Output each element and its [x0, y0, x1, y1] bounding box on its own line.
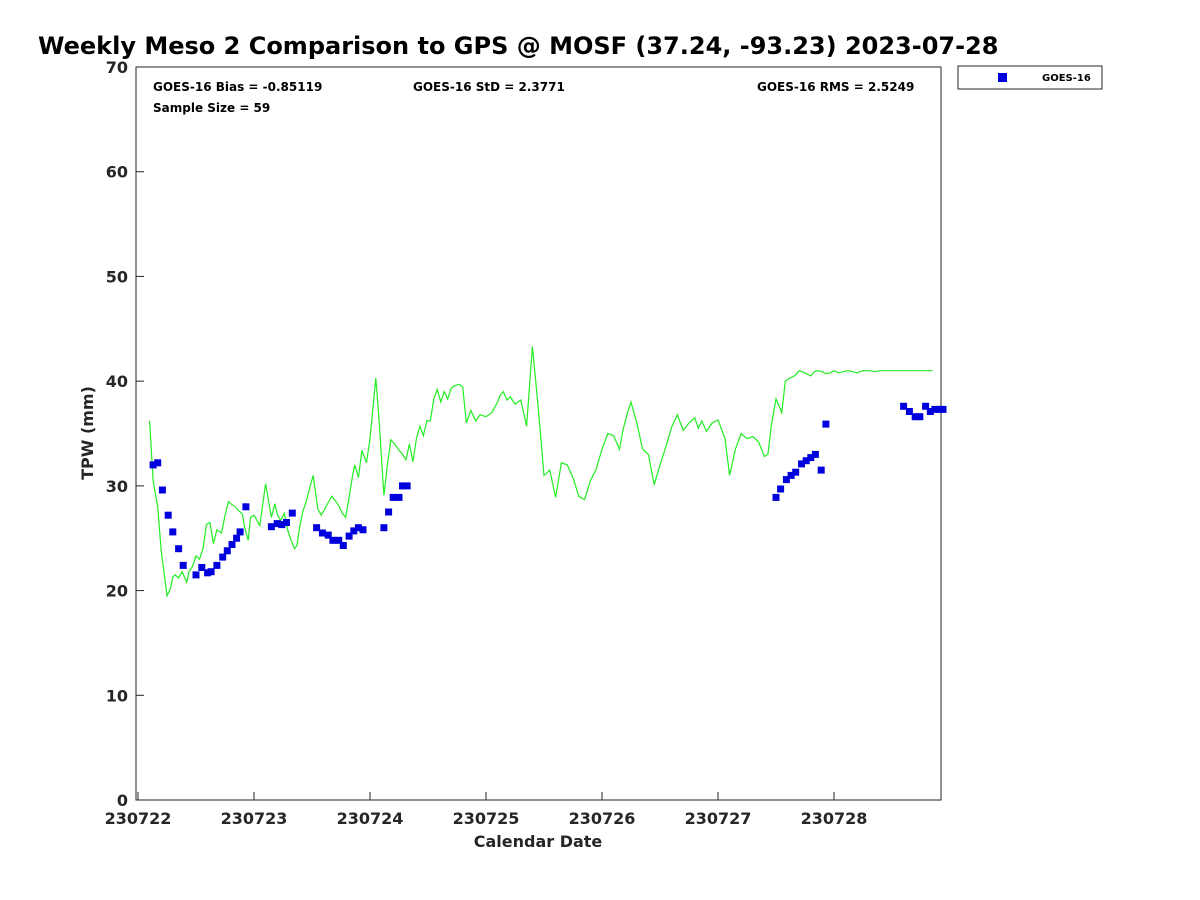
goes-16-point: [339, 542, 347, 549]
stat-rms: GOES-16 RMS = 2.5249: [757, 80, 914, 94]
goes-16-point: [318, 529, 326, 537]
goes-16-point: [822, 420, 830, 428]
goes-16-point: [807, 454, 815, 462]
goes-16-point: [916, 413, 924, 421]
legend-box: [957, 65, 1103, 90]
goes-16-point: [359, 526, 367, 534]
y-tick-label: 10: [106, 686, 128, 705]
x-axis: 230722 230723 230724 230725 230726 230727 2307…: [105, 792, 868, 828]
goes-16-point: [207, 568, 215, 576]
goes-16-point: [939, 405, 947, 413]
x-tick-label: 230725: [453, 809, 520, 828]
goes-16-point: [213, 561, 221, 569]
goes-16-point: [236, 528, 244, 536]
goes-16-point: [169, 528, 177, 536]
legend-entry-goes-16: GOES-16: [1042, 73, 1091, 84]
goes-16-point: [335, 536, 343, 544]
goes-16-point: [380, 524, 388, 532]
plot-area: [135, 66, 942, 801]
x-tick-label: 230726: [569, 809, 636, 828]
goes-16-point: [223, 547, 231, 555]
goes-16-point: [283, 519, 290, 526]
stat-bias: GOES-16 Bias = -0.85119: [153, 80, 322, 94]
x-axis-label: Calendar Date: [474, 832, 603, 851]
goes-16-point: [158, 486, 166, 494]
goes-16-point: [389, 493, 397, 501]
goes-16-point: [395, 493, 403, 501]
goes-16-point: [179, 561, 187, 569]
y-tick-label: 40: [106, 372, 128, 391]
legend: GOES-16: [957, 65, 1103, 90]
y-axis: 0 10 20 30 40 50 60 70: [106, 58, 144, 810]
goes-16-point: [154, 459, 162, 467]
goes-16-point: [772, 493, 780, 501]
goes-16-point: [900, 402, 908, 410]
goes-16-point: [926, 408, 934, 415]
gps-series-line: [149, 346, 933, 598]
goes-16-point: [198, 564, 206, 571]
goes-16-point: [403, 482, 411, 490]
goes-16-point: [278, 521, 286, 529]
goes-16-point: [802, 457, 810, 465]
stat-std: GOES-16 StD = 2.3771: [413, 80, 565, 94]
goes-16-point: [164, 511, 172, 519]
goes-16-point: [350, 527, 358, 535]
y-tick-label: 20: [106, 582, 128, 601]
stat-sample-size: Sample Size = 59: [153, 101, 270, 115]
goes-16-point: [354, 524, 362, 532]
y-tick-label: 60: [106, 163, 128, 182]
legend-marker: [998, 73, 1007, 82]
goes-16-point: [399, 482, 406, 490]
goes-16-point: [273, 520, 281, 528]
goes-16-point: [931, 405, 939, 413]
x-tick-label: 230727: [685, 809, 752, 828]
goes-16-point: [324, 531, 332, 539]
x-tick-label: 230723: [221, 809, 288, 828]
x-tick-label: 230724: [337, 809, 404, 828]
goes-16-point: [811, 450, 819, 458]
goes-16-point: [792, 468, 800, 476]
goes-16-point: [242, 503, 250, 511]
y-tick-label: 0: [117, 791, 128, 810]
goes-16-point: [777, 485, 785, 493]
goes-16-point: [288, 509, 296, 517]
chart-title: Weekly Meso 2 Comparison to GPS @ MOSF (…: [38, 32, 998, 60]
goes-16-point: [798, 460, 805, 468]
goes-16-point: [228, 541, 236, 548]
goes-16-point: [267, 523, 275, 531]
goes-16-series: [149, 402, 947, 579]
goes-16-point: [345, 532, 353, 540]
goes-16-point: [911, 413, 919, 421]
goes-16-point: [149, 461, 157, 469]
x-tick-label: 230722: [105, 809, 172, 828]
y-axis-label: TPW (mm): [78, 386, 97, 480]
x-tick-label: 230728: [801, 809, 868, 828]
goes-16-point: [329, 536, 337, 544]
goes-16-point: [905, 408, 913, 415]
y-tick-label: 70: [106, 58, 128, 77]
goes-16-point: [175, 545, 183, 553]
goes-16-point: [922, 402, 930, 410]
y-tick-label: 30: [106, 477, 128, 496]
goes-16-point: [192, 571, 200, 579]
plot-frame: [135, 66, 942, 801]
goes-16-point: [385, 508, 393, 516]
goes-16-point: [782, 476, 790, 484]
goes-16-point: [817, 466, 825, 474]
goes-16-point: [233, 534, 241, 542]
goes-16-point: [313, 524, 321, 532]
y-tick-label: 50: [106, 267, 128, 286]
goes-16-point: [787, 471, 795, 479]
goes-16-point: [219, 553, 227, 561]
